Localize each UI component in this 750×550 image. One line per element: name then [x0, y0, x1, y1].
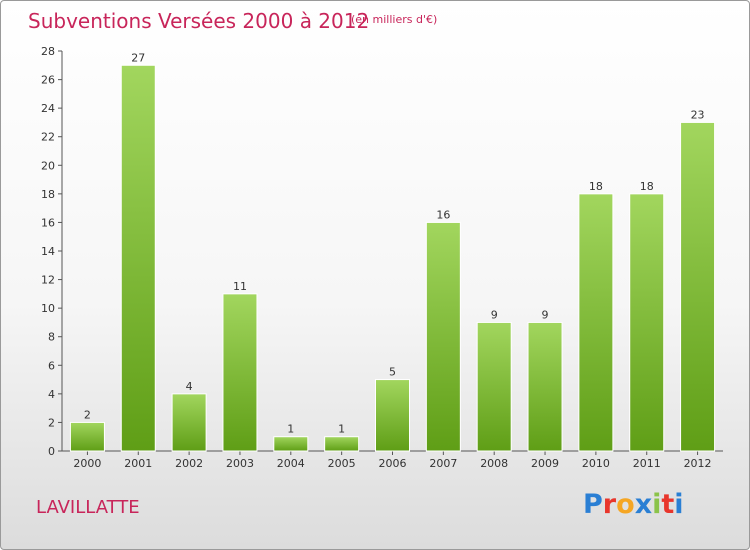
- logo-letter: t: [661, 489, 675, 520]
- x-tick-label: 2005: [328, 457, 356, 470]
- bar-2010: [578, 193, 614, 452]
- bar-2003: [222, 293, 258, 452]
- data-label-2010: 18: [589, 180, 603, 193]
- x-tick-label: 2008: [480, 457, 508, 470]
- y-tick-label: 10: [41, 302, 55, 315]
- x-tick-label: 2009: [531, 457, 559, 470]
- bars: [69, 64, 716, 452]
- data-label-2006: 5: [389, 366, 396, 379]
- data-label-2000: 2: [84, 408, 91, 421]
- data-label-2003: 11: [233, 280, 247, 293]
- x-tick-label: 2011: [633, 457, 661, 470]
- bar-2006: [375, 379, 410, 452]
- chart-subtitle: (en milliers d'€): [351, 13, 438, 26]
- y-tick-label: 18: [41, 188, 55, 201]
- bar-2002: [171, 393, 207, 452]
- data-label-2007: 16: [436, 208, 450, 221]
- y-tick-label: 2: [48, 416, 55, 429]
- x-tick-label: 2001: [124, 457, 152, 470]
- y-tick-label: 26: [41, 74, 55, 87]
- y-tick-label: 8: [48, 331, 55, 344]
- y-tick-label: 4: [48, 388, 55, 401]
- x-tick-label: 2012: [684, 457, 712, 470]
- x-tick-label: 2003: [226, 457, 254, 470]
- y-tick-label: 20: [41, 159, 55, 172]
- proxiti-logo[interactable]: Proxiti: [583, 489, 684, 520]
- x-tick-label: 2004: [277, 457, 305, 470]
- bar-2004: [273, 436, 309, 452]
- logo-letter: P: [583, 489, 603, 520]
- x-tick-label: 2006: [379, 457, 407, 470]
- commune-name: LAVILLATTE: [36, 497, 140, 518]
- bar-2005: [324, 436, 360, 452]
- x-tick-label: 2002: [175, 457, 203, 470]
- bar-2008: [476, 321, 512, 452]
- logo-letter: o: [616, 489, 635, 520]
- data-label-2011: 18: [640, 180, 654, 193]
- logo-letter: i: [674, 489, 684, 520]
- y-tick-label: 0: [48, 445, 55, 458]
- data-label-2008: 9: [491, 308, 498, 321]
- data-label-2005: 1: [338, 423, 345, 436]
- data-label-2012: 23: [691, 108, 705, 121]
- bar-2009: [527, 321, 563, 452]
- y-tick-label: 6: [48, 359, 55, 372]
- bar-2011: [629, 193, 665, 452]
- y-tick-label: 22: [41, 131, 55, 144]
- y-tick-label: 24: [41, 102, 55, 115]
- bar-2007: [425, 221, 461, 452]
- logo-letter: i: [652, 489, 662, 520]
- x-tick-label: 2007: [429, 457, 457, 470]
- logo-letter: r: [602, 489, 617, 520]
- x-tick-label: 2000: [73, 457, 101, 470]
- data-label-2004: 1: [287, 423, 294, 436]
- data-label-2002: 4: [186, 380, 193, 393]
- y-tick-label: 14: [41, 245, 55, 258]
- data-label-2001: 27: [131, 51, 145, 64]
- y-tick-label: 16: [41, 216, 55, 229]
- logo-letter: x: [634, 489, 653, 520]
- bar-2001: [120, 64, 156, 452]
- y-tick-label: 12: [41, 274, 55, 287]
- data-label-2009: 9: [542, 308, 549, 321]
- bar-2012: [680, 121, 716, 452]
- x-tick-label: 2010: [582, 457, 610, 470]
- chart-title: Subventions Versées 2000 à 2012: [28, 9, 370, 33]
- y-tick-label: 28: [41, 45, 55, 58]
- bar-2000: [69, 421, 105, 452]
